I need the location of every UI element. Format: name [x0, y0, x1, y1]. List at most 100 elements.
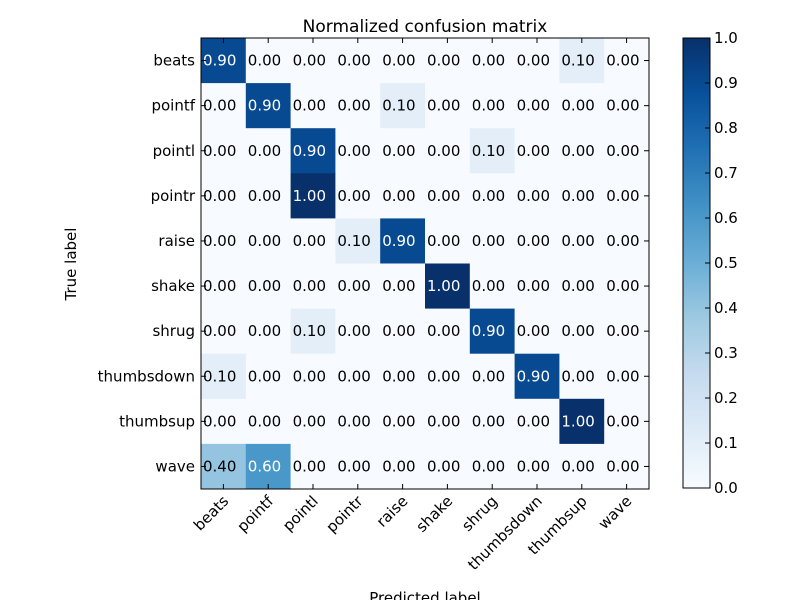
heatmap-cell-value: 0.00 — [517, 232, 550, 250]
heatmap-cell — [514, 353, 560, 400]
heatmap-cell-value: 0.00 — [293, 277, 326, 295]
heatmap-cell — [290, 128, 336, 174]
heatmap-cell — [335, 398, 381, 445]
colorbar-tick-label: 0.8 — [714, 119, 738, 137]
heatmap-cell — [290, 83, 336, 129]
heatmap-cell — [425, 263, 471, 310]
heatmap-cell-value: 0.00 — [517, 52, 550, 70]
heatmap-cell-value: 0.00 — [337, 142, 370, 160]
heatmap-cell-value: 0.00 — [337, 97, 370, 115]
y-tick-label: raise — [158, 232, 195, 250]
heatmap-cell-value: 0.00 — [517, 412, 550, 430]
heatmap-cell — [245, 128, 292, 174]
heatmap-cell — [559, 353, 605, 400]
heatmap-cell — [201, 218, 247, 264]
heatmap-cell — [245, 263, 292, 310]
heatmap-cell-value: 0.00 — [561, 277, 594, 295]
x-tick-label: pointr — [322, 492, 367, 537]
heatmap-cell — [335, 83, 381, 129]
heatmap-cell-value: 0.00 — [606, 367, 639, 385]
heatmap-cell-value: 0.00 — [427, 187, 460, 205]
heatmap-cell-value: 0.00 — [293, 52, 326, 70]
heatmap-cell — [469, 218, 516, 264]
heatmap-cell — [380, 218, 426, 264]
heatmap-cell-value: 0.00 — [293, 367, 326, 385]
heatmap-cell — [290, 263, 336, 310]
x-axis-label: Predicted label — [369, 589, 480, 600]
colorbar-tick-label: 0.1 — [714, 434, 738, 452]
heatmap-cell — [335, 218, 381, 264]
heatmap-cell-value: 0.00 — [606, 187, 639, 205]
heatmap-cell-value: 0.00 — [561, 142, 594, 160]
heatmap-cell-value: 0.10 — [561, 52, 594, 70]
heatmap-cell-value: 0.00 — [382, 412, 415, 430]
heatmap-cell-value: 0.00 — [248, 232, 281, 250]
heatmap-cell-value: 0.00 — [517, 322, 550, 340]
heatmap-cell — [469, 308, 516, 355]
heatmap-cell-value: 0.00 — [203, 322, 236, 340]
heatmap-cell — [335, 443, 381, 490]
heatmap-cell-value: 0.00 — [293, 97, 326, 115]
heatmap-cell — [245, 398, 292, 445]
heatmap-cell — [514, 173, 560, 219]
heatmap-cell — [201, 263, 247, 310]
heatmap-cell-value: 0.00 — [561, 187, 594, 205]
heatmap-cell — [335, 308, 381, 355]
heatmap-cell-value: 0.00 — [472, 187, 505, 205]
colorbar-tick-label: 0.2 — [714, 389, 738, 407]
heatmap-cell — [604, 263, 650, 310]
heatmap-cell — [335, 353, 381, 400]
heatmap-cell — [469, 128, 516, 174]
heatmap-cell — [245, 173, 292, 219]
heatmap-cell — [380, 398, 426, 445]
heatmap-cell-value: 0.00 — [472, 367, 505, 385]
heatmap-cell-value: 0.00 — [517, 142, 550, 160]
heatmap-cell — [514, 83, 560, 129]
heatmap-cell-value: 0.00 — [427, 412, 460, 430]
heatmap-cell-value: 0.00 — [337, 187, 370, 205]
heatmap-cell — [604, 83, 650, 129]
heatmap-cell-value: 0.00 — [382, 52, 415, 70]
heatmap-cell-value: 0.90 — [382, 232, 415, 250]
x-tick-label: beats — [190, 492, 232, 534]
y-tick-label: thumbsdown — [98, 367, 195, 385]
heatmap-cell — [425, 38, 471, 84]
heatmap-cell — [290, 173, 336, 219]
heatmap-cell-value: 0.00 — [427, 322, 460, 340]
heatmap-cell — [469, 263, 516, 310]
heatmap-cell — [245, 83, 292, 129]
y-axis-ticks: beats pointf pointl pointr raise shake shrug th… — [98, 52, 649, 475]
heatmap-cell — [559, 173, 605, 219]
heatmap-cell — [201, 308, 247, 355]
heatmap-cell-value: 0.00 — [337, 412, 370, 430]
heatmap-cell-value: 0.00 — [248, 277, 281, 295]
heatmap-cell — [245, 443, 292, 490]
heatmap-cell-value: 0.00 — [472, 232, 505, 250]
heatmap-cell — [469, 398, 516, 445]
heatmap-cell-value: 0.00 — [472, 457, 505, 475]
heatmap-cell — [335, 128, 381, 174]
heatmap-cell — [425, 218, 471, 264]
heatmap-cell — [559, 218, 605, 264]
heatmap-cell-value: 0.00 — [517, 187, 550, 205]
heatmap-cell-value: 0.00 — [248, 412, 281, 430]
heatmap-cell-value: 0.00 — [337, 457, 370, 475]
heatmap-cell — [604, 173, 650, 219]
heatmap-cell-value: 0.00 — [293, 412, 326, 430]
heatmap-cell — [425, 353, 471, 400]
heatmap-cell — [425, 83, 471, 129]
heatmap-cell — [514, 263, 560, 310]
x-tick-label: shrug — [458, 492, 501, 535]
heatmap-cell — [469, 353, 516, 400]
heatmap-cell-value: 1.00 — [293, 187, 326, 205]
heatmap-cell-value: 0.10 — [472, 142, 505, 160]
heatmap-cell — [245, 218, 292, 264]
heatmap-cell-value: 0.00 — [427, 142, 460, 160]
heatmap-cell-value: 0.00 — [337, 277, 370, 295]
x-tick-label: pointf — [234, 492, 278, 536]
colorbar-tick-label: 0.7 — [714, 164, 738, 182]
y-tick-label: thumbsup — [119, 412, 195, 430]
heatmap-cell-value: 0.00 — [203, 187, 236, 205]
heatmap-cell — [201, 173, 247, 219]
